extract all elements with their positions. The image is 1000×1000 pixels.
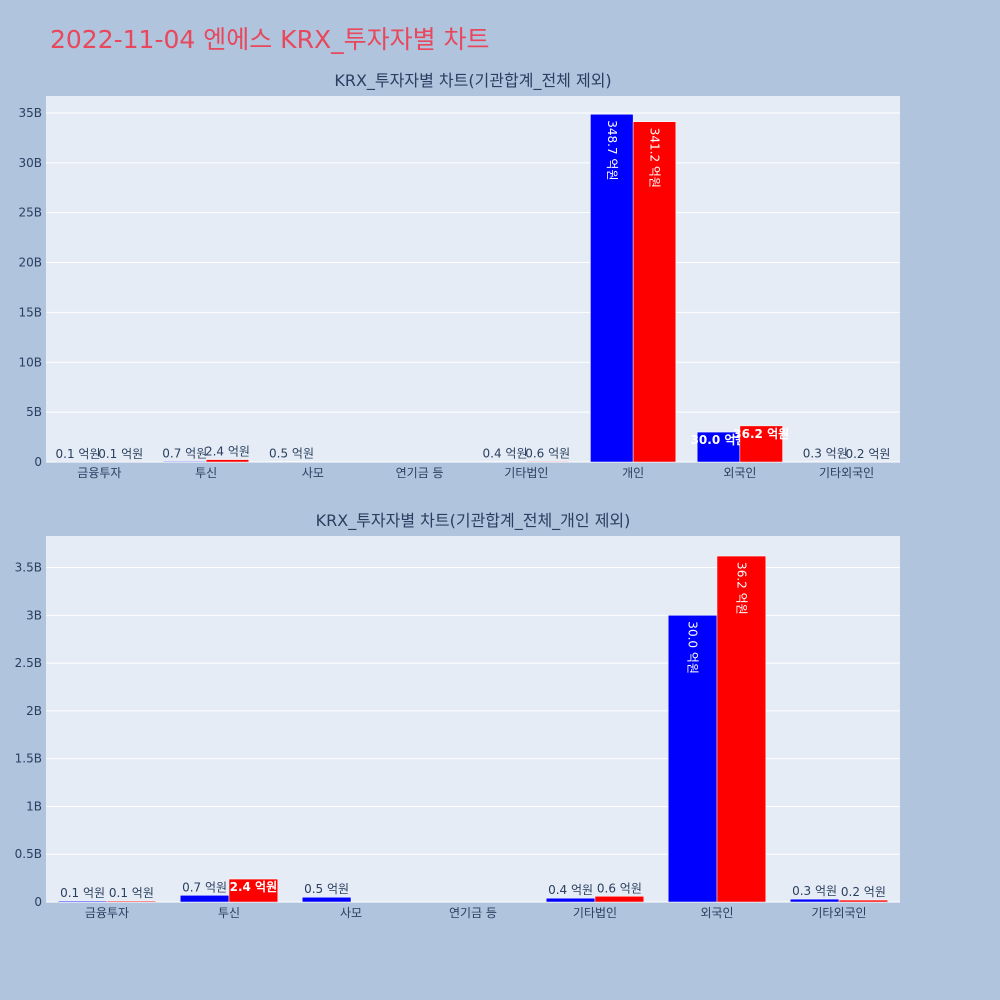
bar <box>667 615 718 903</box>
bar-value-label: 2.4 억원 <box>205 445 250 459</box>
bar-value-label: 0.7 억원 <box>182 880 227 894</box>
x-tick-label: 금융투자 <box>85 906 129 920</box>
bar-value-label: 0.6 억원 <box>525 446 570 460</box>
y-tick-label: 1.5B <box>15 752 42 766</box>
x-tick-label: 사모 <box>340 906 362 920</box>
bar-value-label: 0.3 억원 <box>803 447 848 461</box>
y-tick-label: 10B <box>18 355 42 369</box>
x-tick-label: 기타외국인 <box>811 906 866 920</box>
bar <box>594 896 645 903</box>
bar-value-label: 0.2 억원 <box>845 447 890 461</box>
bar-value-label: 341.2 억원 <box>647 128 661 188</box>
bar-value-label: 0.2 억원 <box>841 885 886 899</box>
y-tick-label: 0 <box>34 455 42 469</box>
bar <box>716 555 767 903</box>
page-title: 2022-11-04 엔에스 KRX_투자자별 차트 <box>50 25 490 54</box>
bar-value-label: 0.4 억원 <box>548 883 593 897</box>
x-tick-label: 연기금 등 <box>449 906 497 920</box>
bar-value-label: 36.2 억원 <box>734 562 748 615</box>
bar-value-label: 0.1 억원 <box>98 447 143 461</box>
y-tick-label: 25B <box>18 206 42 220</box>
x-tick-label: 연기금 등 <box>396 466 444 480</box>
bar-value-label: 2.4 억원 <box>230 880 278 894</box>
bar <box>301 896 352 903</box>
y-tick-label: 0.5B <box>15 847 42 861</box>
x-tick-label: 투신 <box>195 466 217 480</box>
y-tick-label: 20B <box>18 256 42 270</box>
bar <box>228 878 279 903</box>
bar-value-label: 0.3 억원 <box>792 884 837 898</box>
bar <box>632 121 677 463</box>
chart-title: KRX_투자자별 차트(기관합계_전체 제외) <box>334 71 611 91</box>
y-tick-label: 5B <box>26 405 42 419</box>
bar-value-label: 36.2 억원 <box>733 427 789 441</box>
bar <box>163 461 207 463</box>
bar-value-label: 0.1 억원 <box>109 886 154 900</box>
x-tick-label: 사모 <box>302 466 324 480</box>
x-tick-label: 개인 <box>622 466 644 480</box>
bar <box>106 900 157 903</box>
bar-value-label: 30.0 억원 <box>686 621 700 674</box>
x-tick-label: 외국인 <box>700 906 733 920</box>
bar <box>789 898 840 903</box>
y-tick-label: 30B <box>18 156 42 170</box>
x-tick-label: 금융투자 <box>77 466 121 480</box>
x-tick-label: 기타외국인 <box>819 466 874 480</box>
bar-value-label: 30.0 억원 <box>691 433 747 447</box>
y-tick-label: 2B <box>26 704 42 718</box>
bar <box>838 899 889 903</box>
chart-bottom: KRX_투자자별 차트(기관합계_전체_개인 제외) 0 0.5B 1B 1.5B 2B 2… <box>15 511 900 920</box>
y-tick-label: 35B <box>18 106 42 120</box>
plot-area <box>46 96 900 462</box>
bar-value-label: 0.1 억원 <box>60 886 105 900</box>
bar-value-label: 0.6 억원 <box>597 881 642 895</box>
y-tick-label: 3B <box>26 608 42 622</box>
bar <box>179 895 230 903</box>
bar <box>526 461 570 463</box>
x-tick-label: 외국인 <box>723 466 756 480</box>
bar-value-label: 0.1 억원 <box>56 447 101 461</box>
y-tick-label: 0 <box>34 895 42 909</box>
bar <box>545 897 596 903</box>
chart-title: KRX_투자자별 차트(기관합계_전체_개인 제외) <box>316 511 631 531</box>
bar-value-label: 0.5 억원 <box>269 447 314 461</box>
y-tick-label: 1B <box>26 799 42 813</box>
bar-value-label: 348.7 억원 <box>605 120 619 180</box>
bar-value-label: 0.5 억원 <box>304 882 349 896</box>
y-tick-label: 2.5B <box>15 656 42 670</box>
plot-area <box>46 536 900 902</box>
bar-value-label: 0.7 억원 <box>162 446 207 460</box>
y-tick-label: 3.5B <box>15 561 42 575</box>
x-tick-label: 기타법인 <box>573 906 617 920</box>
bar <box>57 900 108 903</box>
y-tick-label: 15B <box>18 305 42 319</box>
x-tick-label: 기타법인 <box>504 466 548 480</box>
chart-top: KRX_투자자별 차트(기관합계_전체 제외) 0 5B 10B 15B 20B 25B 30… <box>18 71 900 480</box>
bar <box>739 425 783 463</box>
x-tick-label: 투신 <box>218 906 240 920</box>
bar <box>590 114 634 463</box>
bar <box>205 459 250 463</box>
bar-value-label: 0.4 억원 <box>483 447 528 461</box>
